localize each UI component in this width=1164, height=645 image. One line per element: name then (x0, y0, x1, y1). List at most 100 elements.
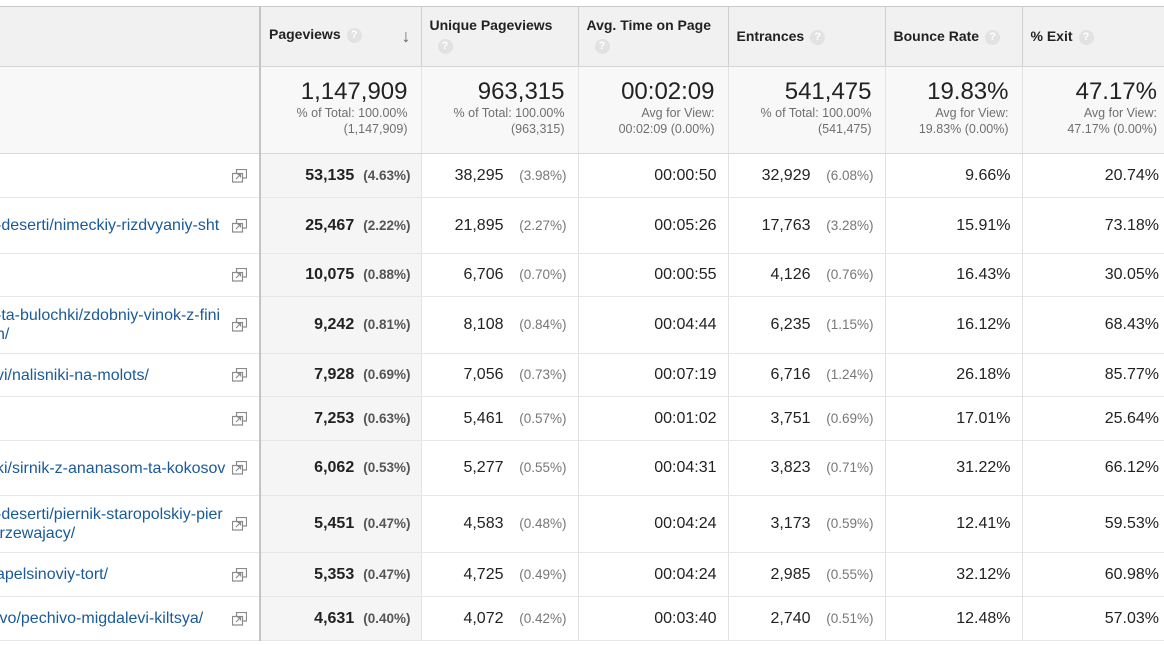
entrances-cell: 4,126 (0.76%) (727, 253, 885, 297)
pageviews-cell: 53,135 (4.63%) (259, 153, 421, 198)
total-absolute: 00:02:09 (0.00%) (618, 122, 715, 136)
pageviews-percent: (4.63%) (363, 167, 411, 183)
total-percent: Avg for View: (1083, 106, 1157, 120)
table-row: -deserti/nimeckiy-rizdvyaniy-sht 25,467 (2… (0, 197, 1164, 254)
column-header-label: Unique Pageviews (429, 17, 553, 33)
unique-pageviews-percent: (0.42%) (519, 610, 567, 626)
unique-pageviews-percent: (0.73%) (519, 367, 567, 382)
exit-cell: 73.18% (1021, 197, 1164, 254)
bounce-rate-cell: 16.12% (884, 296, 1022, 354)
open-in-new-window-icon (231, 611, 248, 626)
open-in-new-window-icon[interactable] (231, 367, 248, 382)
pageviews-value: 25,467 (305, 216, 355, 234)
page-cell: -ta-bulochki/zdobniy-vinok-z-fini n/ (0, 296, 260, 354)
unique-pageviews-value: 4,725 (463, 565, 504, 583)
entrances-percent: (0.71%) (826, 460, 874, 475)
pageviews-percent: (0.40%) (363, 610, 411, 626)
unique-pageviews-cell: 4,583 (0.48%) (420, 495, 578, 553)
open-in-new-window-icon (231, 567, 248, 582)
bounce-rate-cell: 9.66% (884, 153, 1022, 198)
entrances-value: 3,751 (770, 409, 811, 427)
page-link[interactable]: -deserti/piernik-staropolskiy-pier jrzew… (0, 506, 223, 542)
page-link[interactable]: vi/nalisniki-na-molots/ (0, 366, 149, 384)
open-in-new-window-icon[interactable] (231, 218, 248, 233)
table-row: -ta-bulochki/zdobniy-vinok-z-fini n/9,24… (0, 296, 1164, 354)
help-icon[interactable]: ? (985, 30, 1001, 45)
unique-pageviews-value: 6,706 (463, 266, 504, 283)
column-header-pageviews[interactable]: Pageviews? ↓ (259, 6, 421, 67)
open-in-new-window-icon[interactable] (231, 611, 248, 626)
bounce-rate-cell: 26.18% (884, 353, 1022, 397)
unique-pageviews-cell: 4,725 (0.49%) (420, 552, 578, 597)
unique-pageviews-percent: (3.98%) (519, 167, 567, 183)
total-value: 00:02:09 (621, 78, 715, 105)
entrances-cell: 6,716 (1.24%) (727, 353, 885, 397)
total-percent: Avg for View: (641, 106, 715, 120)
unique-pageviews-cell: 5,461 (0.57%) (420, 396, 578, 441)
pageviews-percent: (0.47%) (363, 566, 411, 582)
open-in-new-window-icon[interactable] (231, 168, 248, 183)
column-header-entrances[interactable]: Entrances? (727, 6, 885, 67)
total-absolute: 19.83% (0.00%) (918, 122, 1009, 136)
total-absolute: (1,147,909) (343, 122, 408, 136)
open-in-new-window-icon (231, 267, 248, 282)
total-absolute: 47.17% (0.00%) (1067, 122, 1157, 136)
totals-exit: 47.17% Avg for View: 47.17% (0.00%) (1021, 66, 1164, 154)
pageviews-cell: 5,353 (0.47%) (259, 552, 421, 597)
page-link[interactable]: apelsinoviy-tort/ (0, 566, 109, 583)
table-row: -deserti/piernik-staropolskiy-pier jrzew… (0, 495, 1164, 553)
unique-pageviews-value: 8,108 (463, 316, 504, 333)
pageviews-value: 9,242 (314, 316, 355, 333)
total-percent: Avg for View: (935, 106, 1009, 120)
help-icon[interactable]: ? (437, 39, 453, 54)
page-link[interactable]: ivo/pechivo-migdalevi-kiltsya/ (0, 610, 204, 627)
page-link[interactable]: -ta-bulochki/zdobniy-vinok-z-fini n/ (0, 307, 221, 343)
entrances-cell: 32,929 (6.08%) (727, 153, 885, 198)
page-link[interactable]: ki/sirnik-z-ananasom-ta-kokosov (0, 459, 226, 477)
pageviews-value: 53,135 (305, 166, 355, 184)
totals-unique-pageviews: 963,315 % of Total: 100.00% (963,315) (420, 66, 578, 154)
column-header-label: % Exit (1030, 28, 1073, 44)
open-in-new-window-icon[interactable] (231, 317, 248, 332)
entrances-cell: 3,751 (0.69%) (727, 396, 885, 441)
entrances-percent: (0.55%) (826, 566, 874, 582)
sort-arrow-icon[interactable]: ↓ (401, 26, 411, 46)
column-header-avg-time[interactable]: Avg. Time on Page? (577, 6, 728, 67)
open-in-new-window-icon (231, 317, 248, 332)
entrances-cell: 2,985 (0.55%) (727, 552, 885, 597)
open-in-new-window-icon[interactable] (231, 516, 248, 531)
entrances-percent: (3.28%) (826, 217, 874, 233)
entrances-cell: 6,235 (1.15%) (727, 296, 885, 354)
help-icon[interactable]: ? (1078, 30, 1094, 45)
avg-time-cell: 00:05:26 (577, 197, 728, 254)
pageviews-value: 10,075 (305, 266, 355, 283)
unique-pageviews-percent: (0.49%) (519, 566, 567, 582)
exit-cell: 57.03% (1021, 596, 1164, 641)
open-in-new-window-icon[interactable] (231, 411, 248, 426)
pageviews-percent: (0.47%) (363, 516, 411, 531)
bounce-rate-cell: 32.12% (884, 552, 1022, 597)
table-row: apelsinoviy-tort/5,353 (0.47%) 4,725 (0.49%… (0, 552, 1164, 597)
open-in-new-window-icon (231, 367, 248, 382)
open-in-new-window-icon[interactable] (231, 267, 248, 282)
avg-time-cell: 00:07:19 (577, 353, 728, 397)
pageviews-percent: (0.88%) (363, 267, 411, 282)
pageviews-cell: 6,062 (0.53%) (259, 440, 421, 496)
page-link[interactable]: -deserti/nimeckiy-rizdvyaniy-sht (0, 217, 220, 234)
entrances-cell: 2,740 (0.51%) (727, 596, 885, 641)
column-header-unique-pageviews[interactable]: Unique Pageviews? (420, 6, 578, 67)
open-in-new-window-icon[interactable] (231, 460, 248, 475)
unique-pageviews-value: 4,072 (463, 609, 504, 627)
column-header-label: Avg. Time on Page (586, 17, 711, 33)
page-cell: apelsinoviy-tort/ (0, 552, 260, 597)
unique-pageviews-percent: (0.57%) (519, 410, 567, 426)
unique-pageviews-value: 7,056 (463, 366, 504, 383)
column-header-exit[interactable]: % Exit? (1021, 6, 1164, 67)
column-header-bounce-rate[interactable]: Bounce Rate? (884, 6, 1022, 67)
help-icon[interactable]: ? (810, 30, 826, 45)
exit-cell: 30.05% (1021, 253, 1164, 297)
help-icon[interactable]: ? (346, 28, 362, 43)
help-icon[interactable]: ? (594, 39, 610, 54)
open-in-new-window-icon[interactable] (231, 567, 248, 582)
table-row: 7,253 (0.63%) 5,461 (0.57%) 00:01:02 3,751 (0.… (0, 396, 1164, 441)
